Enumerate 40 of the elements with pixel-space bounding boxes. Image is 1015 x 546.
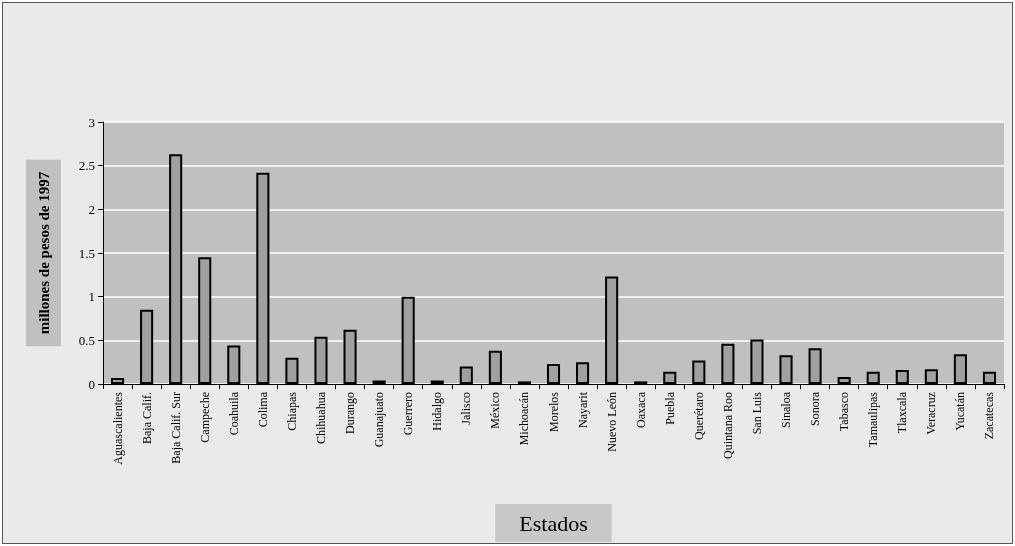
x-tick-label: Coahuila xyxy=(226,391,241,436)
x-tick-label: Yucatán xyxy=(953,392,968,431)
y-tick-label: 3 xyxy=(88,114,95,130)
x-tick-label: Durango xyxy=(343,392,358,434)
x-tick-label: Nayarit xyxy=(575,391,590,428)
x-tick-label: Tamaulipas xyxy=(866,391,881,448)
x-tick-label: Guerrero xyxy=(401,392,416,436)
x-tick-label: Chiapas xyxy=(284,391,299,431)
x-tick-label: Puebla xyxy=(662,391,677,425)
x-tick-label: Veracruz xyxy=(924,392,939,435)
y-tick-label: 0.5 xyxy=(78,332,95,348)
x-tick-label: San Luis xyxy=(749,391,764,435)
y-tick-label: 2.5 xyxy=(78,158,95,174)
x-tick-label: Zacatecas xyxy=(982,391,997,440)
y-tick-label: 1 xyxy=(88,289,95,305)
x-tick-label: Sonora xyxy=(808,391,823,426)
x-tick-label: Michoacán xyxy=(517,392,532,446)
x-tick-label: Baja Calif. xyxy=(139,392,154,444)
y-axis-title: millones de pesos de 1997 xyxy=(35,171,52,335)
x-tick-label: Chihuahua xyxy=(313,391,328,444)
x-tick-label: Oaxaca xyxy=(633,391,648,428)
y-tick-label: 1.5 xyxy=(78,245,95,261)
x-tick-label: México xyxy=(488,392,503,429)
x-tick-label: Quintana Roo xyxy=(720,392,735,459)
x-tick-label: Sinaloa xyxy=(779,391,794,428)
x-tick-label: Nuevo León xyxy=(604,392,619,452)
x-tick-label: Guanajuato xyxy=(372,392,387,448)
y-tick-label: 0 xyxy=(88,376,95,392)
x-tick-label: Tlaxcala xyxy=(895,391,910,434)
x-tick-label: Aguascalientes xyxy=(110,391,125,465)
x-tick-label: Tabasco xyxy=(837,392,852,432)
x-tick-label: Morelos xyxy=(546,391,561,432)
x-axis-title: Estados xyxy=(519,510,588,536)
x-tick-label: Campeche xyxy=(197,392,212,443)
x-tick-label: Querétaro xyxy=(691,392,706,440)
x-tick-label: Hidalgo xyxy=(430,392,445,431)
x-tick-label: Baja Calif. Sur xyxy=(168,392,183,464)
x-tick-label: Colima xyxy=(255,391,270,428)
x-tick-label: Jalisco xyxy=(459,392,474,425)
y-tick-label: 2 xyxy=(88,201,95,217)
